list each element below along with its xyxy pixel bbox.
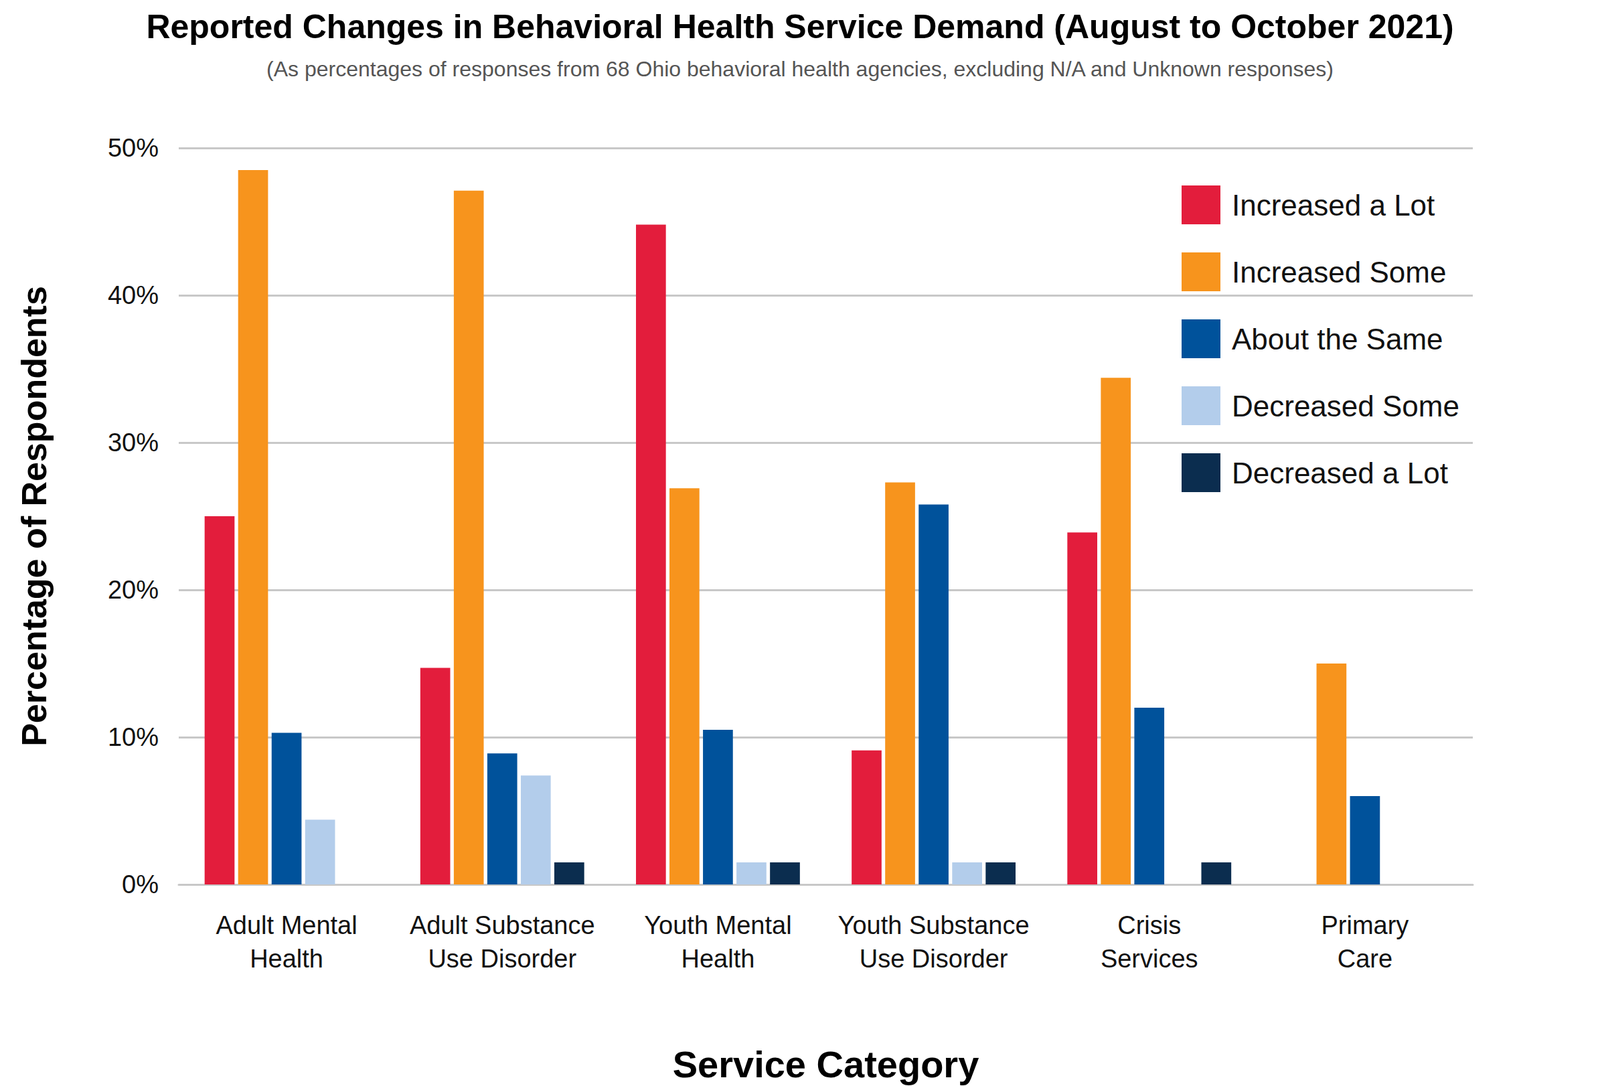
svg-text:(As percentages of responses f: (As percentages of responses from 68 Ohi… [266, 56, 1334, 82]
svg-text:Reported Changes in Behavioral: Reported Changes in Behavioral Health Se… [145, 8, 1454, 46]
svg-text:About the Same: About the Same [1231, 322, 1444, 356]
svg-text:Use Disorder: Use Disorder [427, 944, 577, 973]
svg-text:Services: Services [1100, 944, 1199, 973]
svg-text:40%: 40% [107, 281, 159, 310]
svg-text:Increased Some: Increased Some [1231, 255, 1447, 289]
svg-text:Youth Mental: Youth Mental [644, 911, 792, 940]
svg-text:20%: 20% [107, 575, 159, 604]
svg-text:Decreased Some: Decreased Some [1231, 389, 1460, 423]
svg-text:Service Category: Service Category [672, 1043, 980, 1086]
svg-text:Primary: Primary [1320, 911, 1409, 940]
svg-text:0%: 0% [121, 870, 159, 899]
svg-text:Health: Health [680, 944, 755, 973]
svg-text:Increased a Lot: Increased a Lot [1231, 188, 1435, 222]
svg-text:Crisis: Crisis [1117, 911, 1181, 940]
svg-text:Adult Substance: Adult Substance [409, 911, 596, 940]
svg-text:Percentage of Respondents: Percentage of Respondents [14, 285, 54, 747]
svg-text:Health: Health [249, 944, 324, 973]
svg-text:Youth Substance: Youth Substance [838, 911, 1030, 940]
svg-text:50%: 50% [107, 133, 159, 163]
svg-text:Use Disorder: Use Disorder [859, 944, 1009, 973]
svg-text:Decreased a Lot: Decreased a Lot [1231, 456, 1449, 490]
svg-text:Care: Care [1337, 944, 1393, 973]
svg-text:Adult Mental: Adult Mental [215, 911, 357, 940]
svg-text:10%: 10% [107, 723, 159, 752]
svg-text:30%: 30% [107, 428, 159, 457]
